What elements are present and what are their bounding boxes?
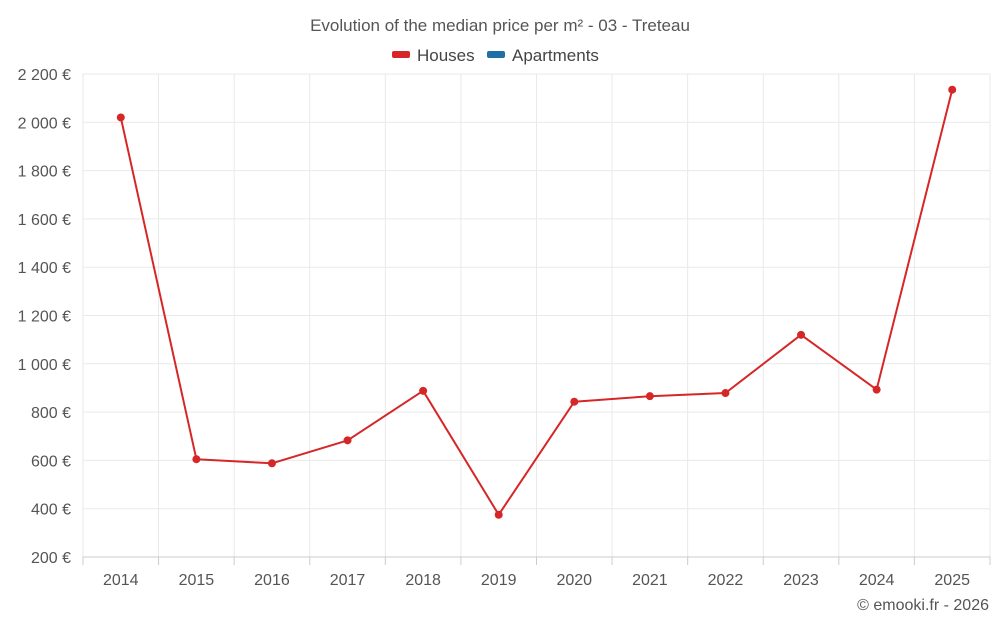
data-point-houses[interactable] (797, 330, 806, 339)
data-point-houses[interactable] (872, 385, 881, 394)
x-tick-label: 2017 (330, 572, 366, 589)
y-tick-label: 1 600 € (18, 212, 71, 229)
data-point-houses[interactable] (570, 397, 579, 406)
y-axis: 2 200 € 2 000 € 1 800 € 1 600 € 1 400 € 1 200… (18, 67, 71, 567)
series-line-houses (119, 89, 954, 516)
y-tick-label: 400 € (31, 502, 71, 519)
data-point-houses[interactable] (343, 436, 352, 445)
x-axis: 2014 2015 2016 2017 2018 2019 2020 2021 2022 2023… (82, 556, 991, 589)
legend-label-apartments: Apartments (512, 46, 599, 65)
legend-label-houses: Houses (417, 46, 475, 65)
x-tick-label: 2020 (556, 572, 592, 589)
grid (82, 73, 991, 557)
credit-text[interactable]: © emooki.fr - 2026 (857, 597, 989, 614)
legend-item-houses[interactable]: Houses (392, 46, 475, 65)
data-point-houses[interactable] (948, 85, 957, 94)
legend-item-apartments[interactable]: Apartments (487, 46, 599, 65)
data-point-houses[interactable] (192, 455, 201, 464)
y-tick-label: 1 400 € (18, 260, 71, 277)
x-tick-label: 2016 (254, 572, 290, 589)
chart-title: Evolution of the median price per m² - 0… (310, 16, 690, 35)
y-tick-label: 600 € (31, 453, 71, 470)
legend-swatch-houses (392, 51, 410, 58)
y-tick-label: 800 € (31, 405, 71, 422)
y-tick-label: 2 200 € (18, 67, 71, 84)
x-tick-label: 2014 (103, 572, 139, 589)
data-point-houses[interactable] (116, 113, 125, 122)
x-tick-label: 2018 (405, 572, 441, 589)
data-point-houses[interactable] (419, 386, 428, 395)
data-point-houses[interactable] (721, 389, 730, 398)
y-tick-label: 1 200 € (18, 309, 71, 326)
x-tick-label: 2021 (632, 572, 668, 589)
data-point-houses[interactable] (645, 392, 654, 401)
y-tick-label: 1 000 € (18, 357, 71, 374)
x-tick-label: 2022 (708, 572, 744, 589)
x-tick-label: 2024 (859, 572, 895, 589)
legend: Houses Apartments (392, 46, 599, 65)
legend-swatch-apartments (487, 51, 505, 58)
x-tick-label: 2015 (179, 572, 215, 589)
plot-area (116, 85, 957, 519)
x-tick-label: 2019 (481, 572, 517, 589)
x-tick-label: 2025 (934, 572, 970, 589)
data-point-houses[interactable] (494, 510, 503, 519)
y-tick-label: 2 000 € (18, 115, 71, 132)
y-tick-label: 200 € (31, 550, 71, 567)
data-point-houses[interactable] (267, 459, 276, 468)
y-tick-label: 1 800 € (18, 164, 71, 181)
x-tick-label: 2023 (783, 572, 819, 589)
